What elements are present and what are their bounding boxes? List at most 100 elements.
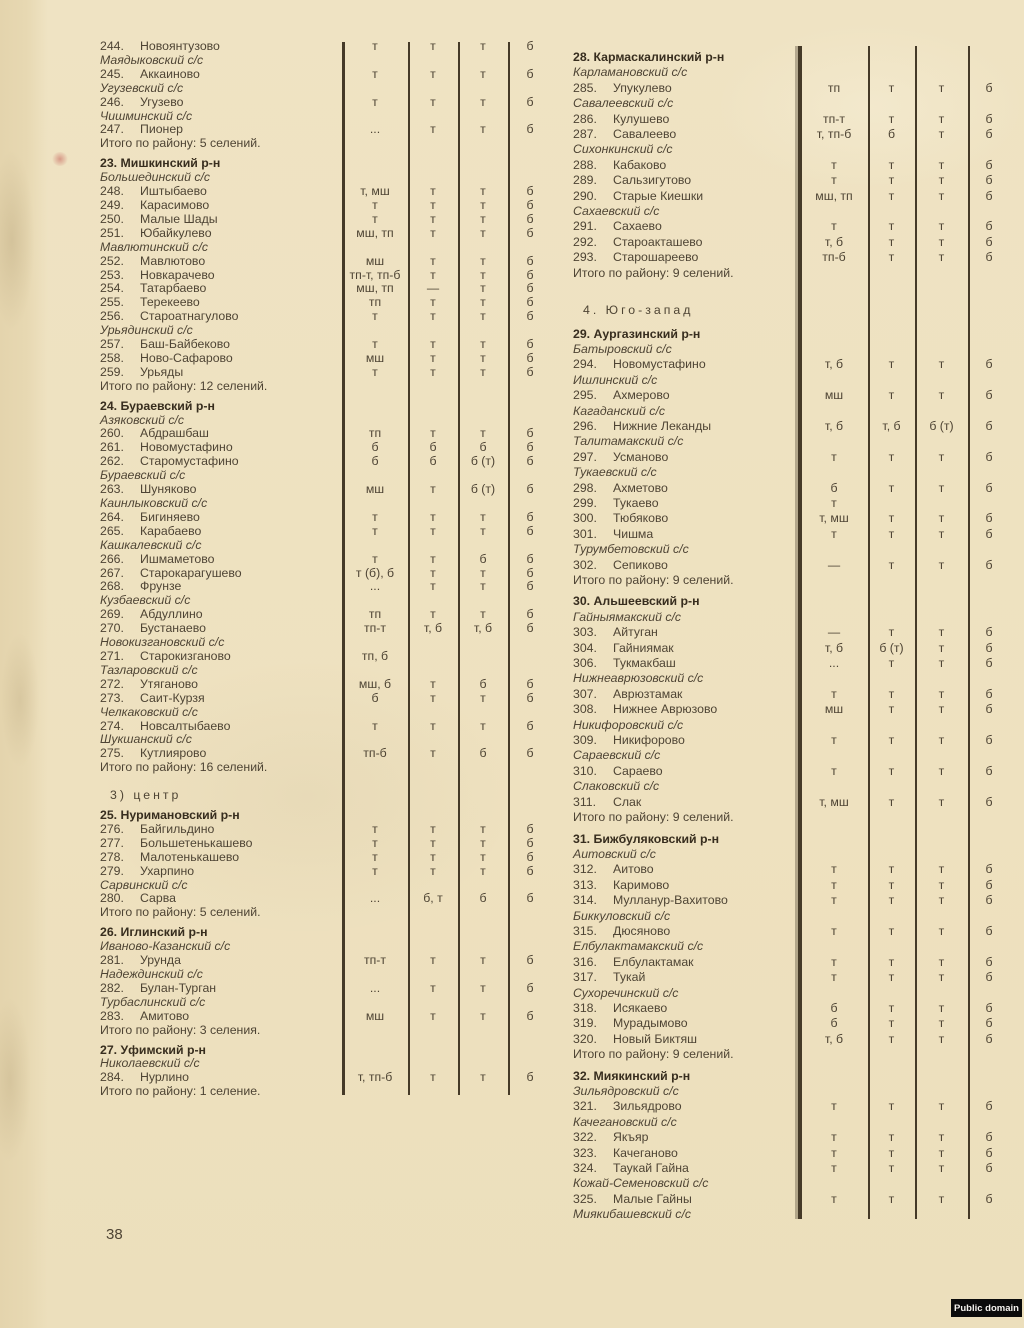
marker-cell: т [372, 364, 378, 379]
selsoviet-header: Угузевский с/с [100, 81, 552, 96]
village-row: 314. Мулланур-Вахитово т т т б [573, 893, 1017, 908]
marker-cell: т [888, 763, 895, 778]
district-header: 26. Иглинский р-н [100, 925, 552, 940]
table-rule [968, 46, 970, 1219]
selsoviet-header: Урьядинский с/с [100, 323, 552, 338]
village-name: Старомустафино [140, 454, 239, 469]
village-name: Малые Гайны [613, 1191, 692, 1206]
marker-cell: т [430, 523, 436, 538]
marker-cell: т, мш [360, 184, 390, 199]
selsoviet-header: Зильядровский с/с [573, 1084, 1017, 1099]
marker-cell: т [888, 862, 895, 877]
district-total: Итого по району: 16 селений. [100, 760, 552, 775]
marker-cell: б [985, 173, 993, 188]
marker-cell: мш, тп [356, 281, 394, 296]
village-name: Карабаево [140, 523, 202, 538]
table-rule [458, 42, 460, 1096]
selsoviet-header: Маядыковский с/с [100, 53, 552, 68]
village-name: Ишмаметово [140, 551, 215, 566]
marker-cell: б [526, 821, 534, 836]
selsoviet-header-label: Сихонкинский с/с [573, 142, 673, 157]
village-row: 291. Сахаево т т т б [573, 219, 1017, 234]
marker-cell: ... [369, 122, 381, 137]
village-number: 264. [100, 509, 124, 524]
marker-cell: б [429, 440, 437, 455]
village-number: 261. [100, 440, 124, 455]
village-row: 268. Фрунзе... т т б [100, 579, 552, 594]
village-row: 265. Карабаево т т т б [100, 523, 552, 539]
marker-cell: т, тп-б [357, 1070, 393, 1085]
selsoviet-header: Нижнеаврюзовский с/с [573, 671, 1017, 686]
marker-cell: т [480, 350, 486, 365]
village-number: 311. [573, 794, 597, 809]
selsoviet-header: Чишминский с/с [100, 109, 552, 124]
marker-cell: т [372, 94, 378, 109]
marker-cell: т [888, 449, 895, 464]
marker-cell: т, б [824, 357, 844, 372]
right-table-column: 28. Кармаскалинский р-н Карламановский с/… [573, 44, 1017, 1223]
marker-cell: т [372, 849, 378, 864]
village-number: 244. [100, 39, 124, 53]
marker-cell: б [985, 111, 993, 126]
marker-cell: т [888, 877, 895, 892]
marker-cell: б [479, 676, 487, 691]
village-row: 274. Новсалтыбаево т т т б [100, 718, 552, 734]
village-number: 300. [573, 511, 597, 526]
village-row: 263. Шуняково мш т б (т) б [100, 482, 552, 497]
selsoviet-header-label: Сараевский с/с [573, 748, 661, 763]
village-row: 251. Юбайкулево мш, тп т т б [100, 226, 552, 241]
marker-cell: т [888, 480, 895, 495]
marker-cell: т [888, 511, 895, 526]
selsoviet-header: Гайныямакский с/с [573, 610, 1017, 625]
marker-cell: т [938, 80, 945, 95]
village-name: Шуняково [140, 482, 197, 497]
village-number: 317. [573, 970, 597, 985]
village-row: 287. Савалеево т, тп-б б т б [573, 127, 1017, 142]
marker-cell: т [480, 295, 486, 310]
village-name: Тюбяково [613, 511, 669, 526]
marker-cell: б [526, 621, 534, 636]
selsoviet-header: Слаковский с/с [573, 779, 1017, 794]
marker-cell: б [985, 970, 993, 985]
marker-cell: т [938, 733, 945, 748]
marker-cell: т [430, 197, 436, 212]
village-name: Урунда [140, 953, 181, 968]
village-row: 323. Качеганово т т т б [573, 1146, 1017, 1161]
village-name: Новоянтузово [140, 39, 220, 53]
marker-cell: — [827, 625, 841, 640]
village-row: 260. Абдрашбаш тп т т б [100, 427, 552, 441]
village-number: 274. [100, 718, 124, 733]
selsoviet-header-label: Турумбетовский с/с [573, 542, 689, 557]
marker-cell: т [938, 656, 945, 671]
marker-cell: т [938, 625, 945, 640]
village-number: 271. [100, 648, 124, 663]
village-row: 279. Ухарпино т т т б [100, 863, 552, 879]
village-name: Новомустафино [613, 357, 706, 372]
marker-cell: мш [365, 253, 385, 268]
marker-cell: т [480, 835, 486, 850]
selsoviet-header: Надеждинский с/с [100, 967, 552, 982]
marker-cell: тп [368, 295, 382, 310]
selsoviet-header: Турумбетовский с/с [573, 542, 1017, 557]
village-name: Иштыбаево [140, 184, 207, 199]
marker-cell: т [888, 923, 895, 938]
page-number: 38 [106, 1226, 123, 1243]
district-header-label: 23. Мишкинский р-н [100, 156, 221, 171]
village-row: 282. Булан-Турган... т т б [100, 981, 552, 996]
marker-cell: т [888, 1130, 895, 1145]
marker-cell: тп-б [822, 250, 846, 265]
marker-cell: б [985, 954, 993, 969]
selsoviet-header-label: Слаковский с/с [573, 779, 660, 794]
marker-cell: т [430, 211, 436, 226]
village-name: Утяганово [140, 676, 199, 691]
marker-cell: т [888, 1099, 895, 1114]
marker-cell: т [938, 557, 945, 572]
marker-cell: т [480, 863, 486, 878]
marker-cell: т [888, 656, 895, 671]
selsoviet-header-label: Биккуловский с/с [573, 908, 671, 923]
marker-cell: б [526, 509, 534, 524]
marker-cell: т [888, 388, 895, 403]
marker-cell: т [480, 184, 486, 199]
village-number: 263. [100, 482, 124, 497]
village-name: Якъяр [613, 1130, 649, 1145]
